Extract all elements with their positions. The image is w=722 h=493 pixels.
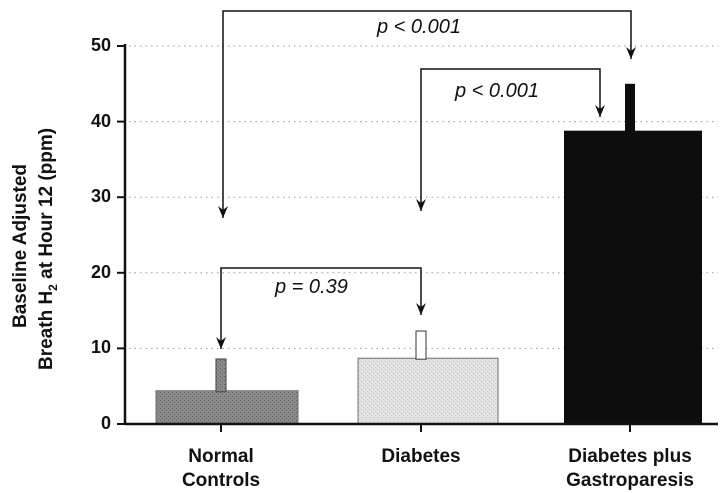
axes: [117, 44, 718, 432]
bar: [357, 357, 499, 425]
x-tick-label: Diabetes: [311, 445, 531, 469]
arrowhead: [626, 47, 636, 59]
x-tick-label-line2: Controls: [181, 470, 261, 491]
y-tick-label: 40: [90, 110, 111, 131]
x-tick-label-line1: Normal: [188, 446, 254, 467]
bars: [155, 83, 702, 425]
error-bar: [215, 358, 227, 393]
significance-bracket: [220, 267, 422, 349]
y-tick-label: 10: [90, 337, 111, 358]
arrowhead: [216, 337, 226, 349]
x-tick-label-line1: Diabetes: [381, 446, 461, 467]
error-bar: [625, 83, 635, 132]
p-value-annotation: p = 0.39: [275, 276, 348, 298]
x-tick-label-line1: Diabetes plus: [568, 446, 692, 467]
arrowhead: [416, 199, 426, 211]
x-tick-label-line2: Gastroparesis: [566, 470, 694, 491]
y-tick-label: 0: [100, 413, 111, 433]
p-value-annotation: p < 0.001: [455, 80, 539, 102]
arrowhead: [218, 206, 228, 218]
error-bar: [415, 330, 427, 360]
y-tick-label: 50: [90, 35, 111, 55]
arrowhead: [416, 303, 426, 315]
x-tick-label: Normal Controls: [111, 445, 331, 493]
arrowhead: [595, 105, 605, 117]
x-tick-label: Diabetes plus Gastroparesis: [520, 445, 722, 493]
p-value-annotation: p < 0.001: [377, 16, 461, 38]
significance-bracket: [420, 68, 601, 211]
bar: [155, 390, 299, 425]
bar: [564, 130, 702, 424]
y-tick-label: 20: [90, 261, 111, 282]
y-tick-label: 30: [90, 186, 111, 207]
significance-bracket: [222, 10, 632, 218]
significance-brackets: [216, 10, 636, 349]
